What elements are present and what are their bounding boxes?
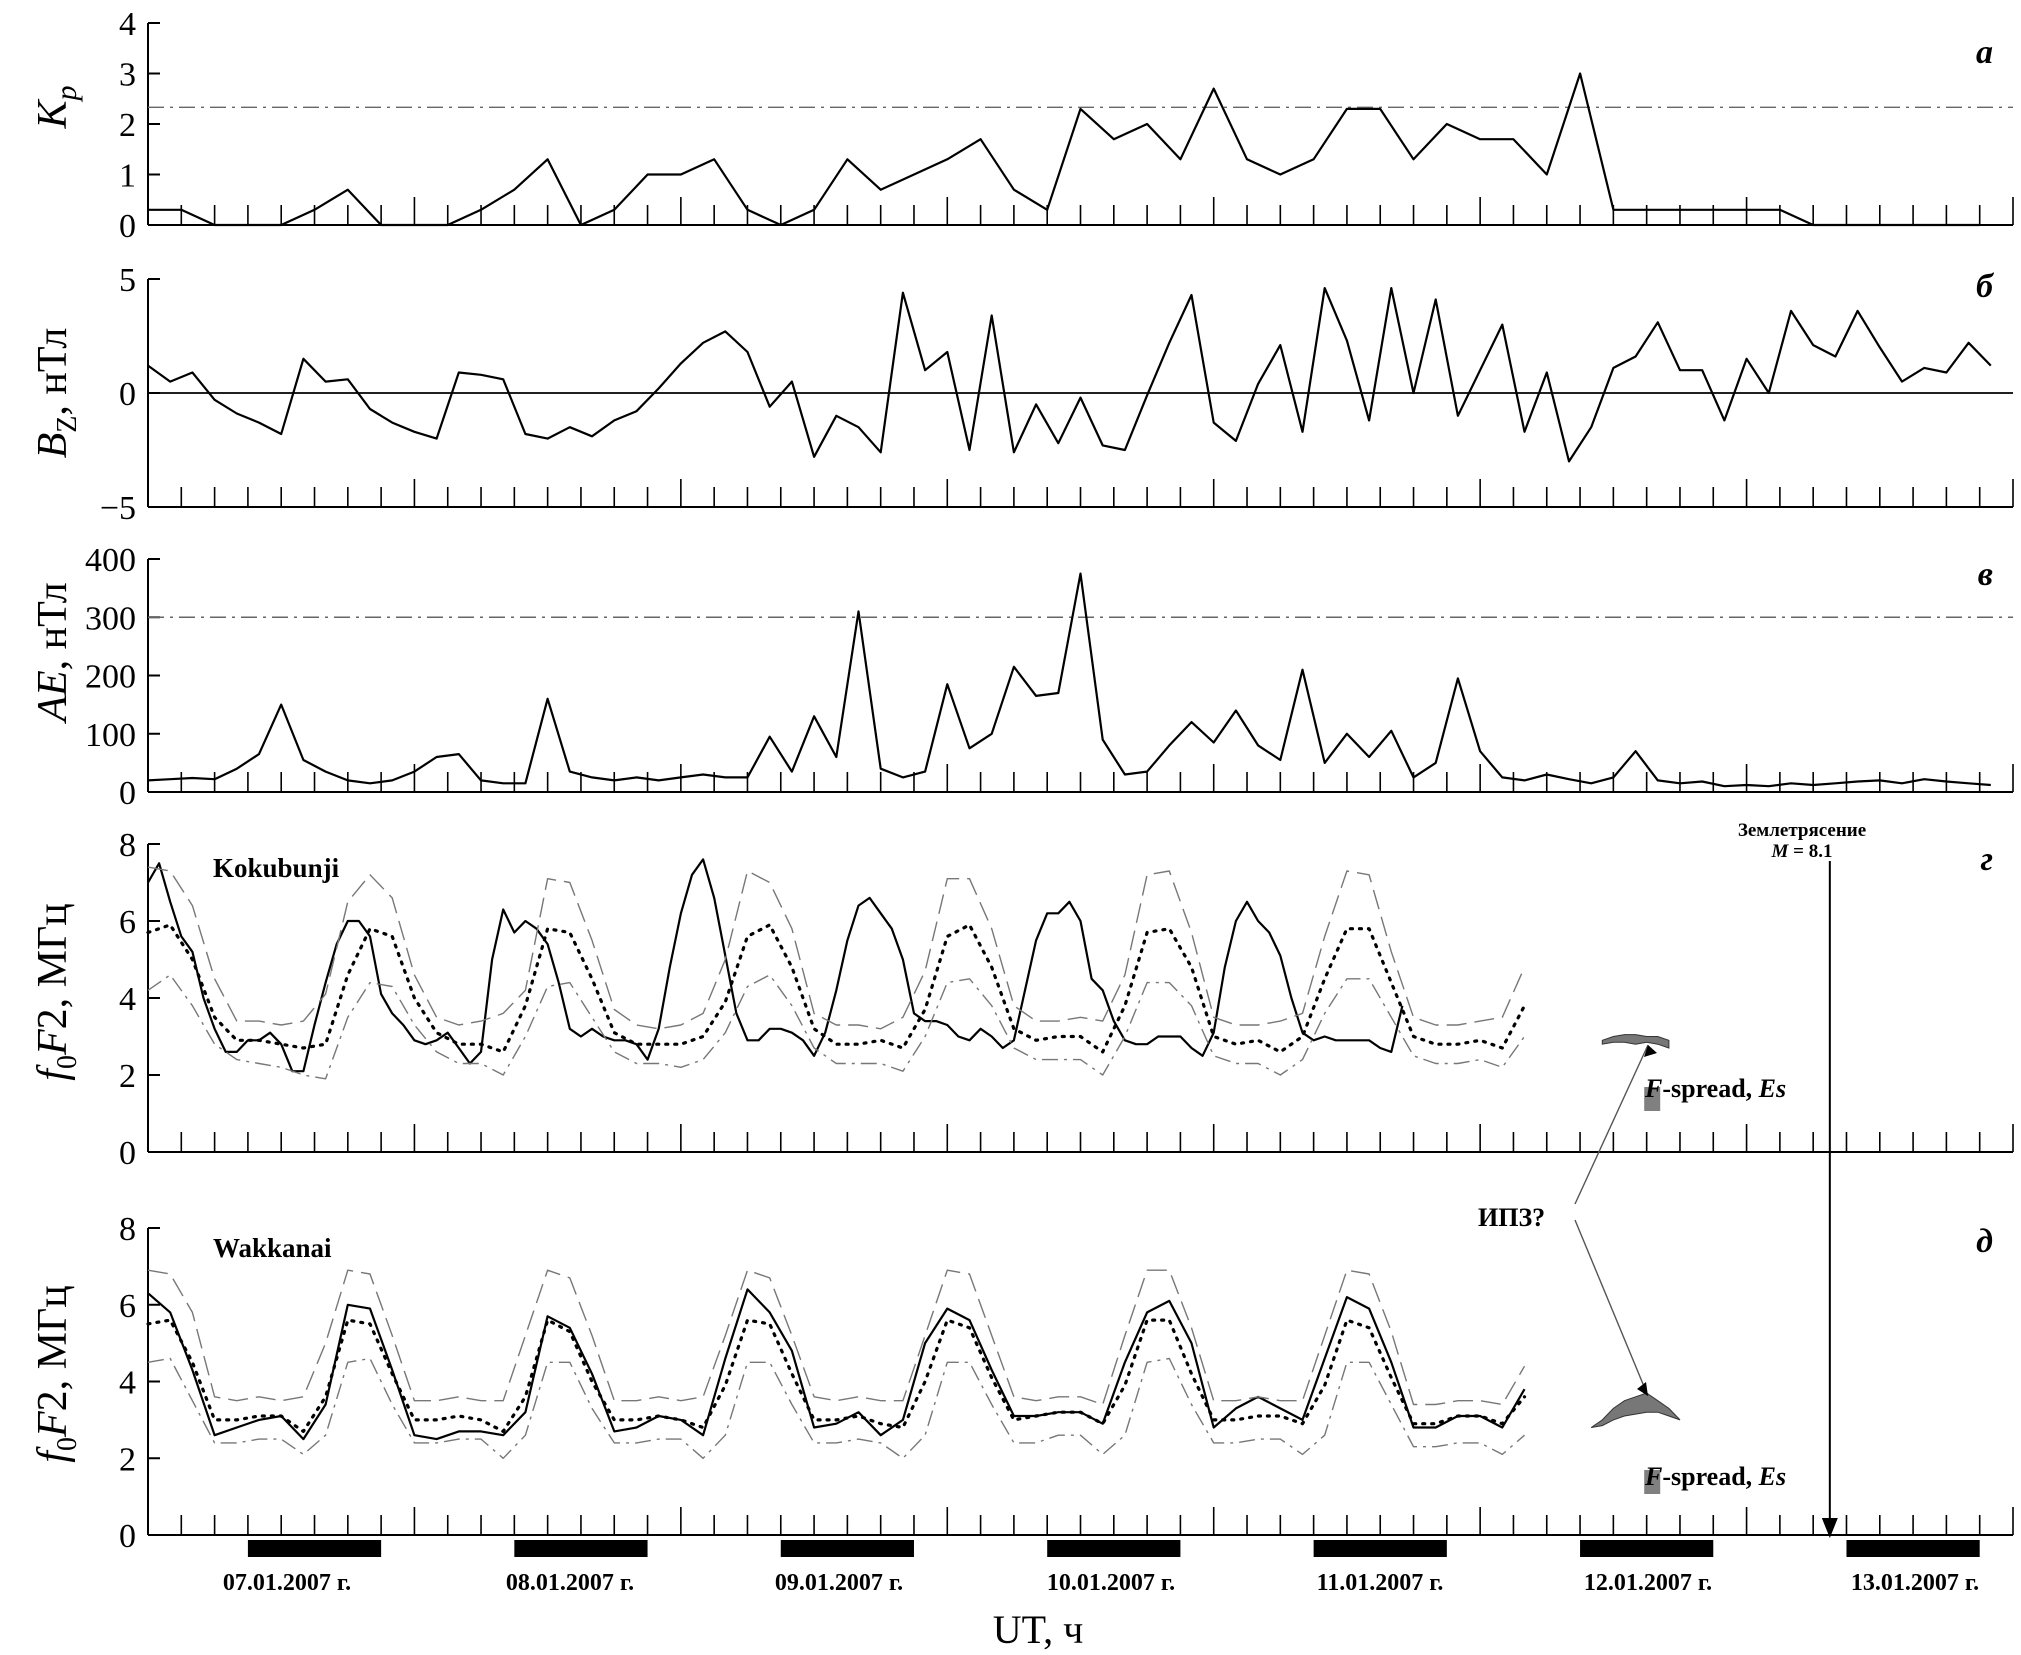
series-line [148,72,1980,227]
y-tick-label: 100 [85,717,136,754]
median-series-line [146,923,1527,1054]
date-label: 11.01.2007 г. [1317,1570,1444,1596]
panel-letter-c: в [1978,556,1993,593]
lower-bound-line [147,974,1526,1080]
y-tick-label: 2 [119,1441,136,1478]
ylabel-f0f2-kokubunji: f0F2, МГц [30,903,83,1080]
y-tick-label: 2 [119,107,136,144]
date-label: 08.01.2007 г. [506,1570,634,1596]
ipz-arrow-head [1644,1045,1657,1057]
y-tick-label: 300 [85,600,136,637]
date-label: 09.01.2007 г. [775,1570,903,1596]
panel-letter-b: б [1976,268,1995,305]
night-bar [247,1540,382,1557]
ipz-arrow-line [1574,1219,1649,1397]
y-tick-label: 1 [119,158,136,195]
panel-letter-e: д [1976,1223,1993,1260]
y-tick-label: 0 [119,376,136,413]
y-tick-label: 400 [85,542,136,579]
date-label: 10.01.2007 г. [1047,1570,1175,1596]
y-tick-label: 4 [119,981,136,1018]
panel-letter-a: а [1976,34,1993,71]
date-label: 13.01.2007 г. [1851,1570,1979,1596]
median-series-line [146,1318,1527,1434]
night-bar [1047,1540,1181,1557]
ipz-shaded-region [1590,1392,1681,1428]
upper-bound-line [147,1269,1526,1406]
fspread-label-kokubunji: F-spread, Es [1644,1074,1786,1103]
y-tick-label: 8 [119,827,136,864]
night-bar [514,1540,648,1557]
y-tick-label: 4 [119,1365,136,1402]
lower-bound-line [147,1357,1525,1460]
night-bar [1846,1540,1980,1557]
ipz-arrow-head [1637,1382,1648,1396]
panel-3: 0 100 200 300 400 [85,542,2014,812]
night-bar [1580,1540,1714,1557]
ylabel-f0f2-wakkanai: f0F2, МГц [30,1285,83,1462]
fspread-label-wakkanai: F-spread, Es [1644,1462,1786,1491]
y-tick-label: 6 [119,1288,136,1325]
panel-4: 0 2 4 6 8 [119,827,2014,1172]
earthquake-magnitude: M = 8.1 [1771,841,1833,862]
ipz-label: ИПЗ? [1478,1203,1545,1232]
ipz-arrow-line [1574,1044,1649,1205]
panel-5: 0 2 4 6 8 [119,1211,2014,1555]
panel-1: 0 1 2 3 4 [119,6,2014,245]
date-label: 07.01.2007 г. [223,1570,351,1596]
ylabel-kp: Kp [30,85,83,129]
station-label-wakkanai: Wakkanai [213,1233,332,1263]
y-tick-label: 8 [119,1211,136,1248]
observed-series-line [147,1288,1526,1441]
earthquake-label: Землетрясение [1738,820,1866,841]
station-label-kokubunji: Kokubunji [213,853,340,883]
night-bar [780,1540,914,1557]
y-tick-label: 0 [119,1135,136,1172]
ylabel-bz: BZ, нТл [30,328,83,459]
panel-2: −5 0 5 [100,262,2014,527]
y-tick-label: 5 [119,262,136,299]
fspread-marker [1644,1470,1661,1494]
panel-letter-d: г [1980,841,1993,878]
x-axis-title: UT, ч [993,1607,1083,1652]
y-tick-label: 4 [119,6,136,43]
earthquake-arrow-head [1821,1518,1838,1538]
ylabel-ae: AE, нТл [30,582,76,724]
night-bar [1313,1540,1447,1557]
date-labels: 07.01.2007 г. 08.01.2007 г. 09.01.2007 г… [223,1570,1979,1596]
series-line [147,572,1991,788]
y-tick-label: 200 [85,659,136,696]
y-tick-label: 6 [119,904,136,941]
date-label: 12.01.2007 г. [1584,1570,1712,1596]
ipz-shaded-region [1601,1034,1670,1049]
series-line [147,287,1992,463]
y-tick-label: 0 [119,775,136,812]
y-tick-label: 2 [119,1058,136,1095]
y-tick-label: 3 [119,57,136,94]
y-tick-label: 0 [119,1518,136,1555]
observed-series-line [147,858,1404,1073]
upper-bound-line [147,866,1526,1030]
fspread-marker [1644,1087,1661,1111]
y-tick-label: 0 [119,208,136,245]
y-tick-label: −5 [100,490,136,527]
